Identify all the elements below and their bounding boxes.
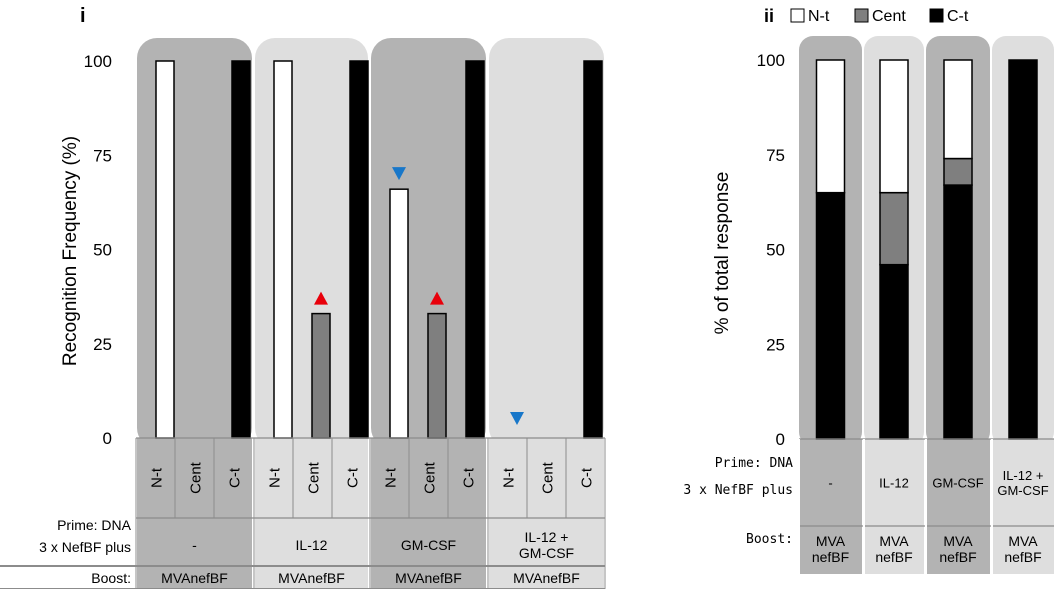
panel-label-ii: ii [764, 6, 774, 26]
stacked-segment-n-t [943, 59, 973, 160]
y-tick-label: 100 [84, 52, 112, 71]
y-axis-label: Recognition Frequency (%) [60, 136, 81, 366]
y-tick-label: 50 [93, 241, 112, 260]
down-arrow-marker [392, 167, 406, 181]
boost-label: nefBF [1004, 549, 1041, 565]
y-tick-label: 0 [103, 429, 112, 448]
column-label: C-t [461, 467, 478, 488]
down-arrow-marker [510, 412, 524, 425]
boost-label: nefBF [875, 549, 912, 565]
column-label: N-t [149, 467, 166, 488]
chart-total-response: 0 25 50 75 100 % of total response N-t Cent C-t -… [683, 8, 1054, 574]
column-label: Cent [306, 461, 323, 494]
y-tick-label: 25 [93, 335, 112, 354]
group-band-lower [255, 438, 368, 589]
y-tick-label: 25 [766, 335, 785, 354]
boost-label: MVAnefBF [278, 570, 345, 586]
chart-recognition-frequency: 0 25 50 75 100 Recognition Frequency (%) N-t Ce… [0, 38, 606, 589]
legend-label: C-t [947, 8, 969, 25]
boost-label: MVA [1008, 533, 1038, 549]
nefbf-row-label: 3 x NefBF plus [39, 539, 131, 555]
stacked-segment-c-t [879, 263, 909, 440]
legend-swatch [790, 8, 805, 23]
boost-label: MVAnefBF [513, 570, 580, 586]
prime-label: GM-CSF [997, 483, 1048, 498]
stacked-segment-c-t [1008, 59, 1038, 440]
legend-swatch [929, 8, 944, 23]
boost-label: MVA [816, 533, 846, 549]
bar-n-t [155, 60, 175, 439]
y-tick-label: 75 [766, 146, 785, 165]
prime-label: IL-12 + [1003, 468, 1044, 483]
boost-label: MVA [879, 533, 909, 549]
column-label: Cent [422, 461, 439, 494]
prime-row-label: Prime: DNA [57, 517, 132, 533]
category-band-lower [992, 439, 1054, 574]
prime-label: - [192, 537, 197, 553]
boost-label: MVAnefBF [395, 570, 462, 586]
prime-row-label: Prime: DNA [715, 456, 793, 471]
boost-label: nefBF [939, 549, 976, 565]
up-arrow-marker [314, 291, 328, 305]
group-band-lower [489, 438, 604, 589]
boost-label: nefBF [812, 549, 849, 565]
category-band-lower [864, 439, 924, 574]
y-tick-label: 0 [776, 430, 785, 449]
column-label: C-t [345, 467, 362, 488]
boost-label: MVA [943, 533, 973, 549]
column-label: C-t [579, 467, 596, 488]
column-label: N-t [501, 467, 518, 488]
y-tick-label: 100 [757, 51, 785, 70]
stacked-segment-cent [943, 157, 973, 186]
legend-label: Cent [872, 8, 906, 25]
group-band-lower [371, 438, 486, 589]
prime-label: GM-CSF [932, 476, 983, 491]
prime-label: GM-CSF [519, 545, 574, 561]
category-band-lower [799, 439, 862, 574]
category-band-lower [926, 439, 990, 574]
bar-cent [427, 312, 447, 439]
stacked-segment-n-t [815, 59, 846, 194]
bar-n-t [273, 60, 293, 439]
column-label: N-t [267, 467, 284, 488]
column-label: C-t [227, 467, 244, 488]
panel-label-i: i [80, 5, 86, 27]
bar-c-t [231, 60, 251, 439]
bar-n-t [389, 188, 409, 439]
column-label: Cent [540, 461, 557, 494]
boost-label: MVAnefBF [161, 570, 228, 586]
prime-label: - [828, 476, 832, 491]
group-band-lower [137, 438, 252, 589]
bar-cent [311, 312, 331, 439]
y-tick-label: 75 [93, 146, 112, 165]
stacked-segment-n-t [879, 59, 909, 194]
bar-c-t [583, 60, 603, 439]
column-label: Cent [188, 461, 205, 494]
y-tick-label: 50 [766, 241, 785, 260]
y-axis-label: % of total response [712, 172, 733, 335]
legend-swatch [854, 8, 869, 23]
up-arrow-marker [430, 291, 444, 305]
stacked-segment-c-t [943, 184, 973, 440]
bar-c-t [349, 60, 369, 439]
legend-label: N-t [808, 8, 830, 25]
boost-row-label: Boost: [91, 570, 131, 586]
stacked-segment-cent [879, 191, 909, 266]
nefbf-row-label: 3 x NefBF plus [683, 483, 793, 498]
prime-label: GM-CSF [401, 537, 456, 553]
column-label: N-t [383, 467, 400, 488]
group-band [489, 38, 604, 448]
boost-row-label: Boost: [746, 532, 793, 547]
prime-label: IL-12 [296, 537, 328, 553]
prime-label: IL-12 [879, 476, 909, 491]
stacked-segment-c-t [815, 191, 846, 440]
bar-c-t [465, 60, 485, 439]
prime-label: IL-12 + [525, 529, 569, 545]
